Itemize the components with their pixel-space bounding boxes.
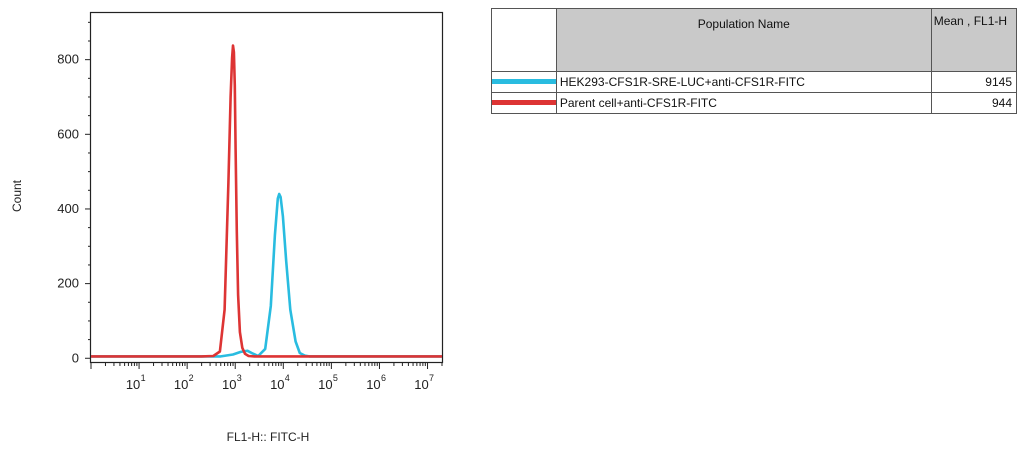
legend-swatch-cell [492,72,557,93]
x-tick-label: 10 [318,377,332,392]
x-tick-label: 10 [414,377,428,392]
x-tick-label: 10 [270,377,284,392]
legend-population-name: HEK293-CFS1R-SRE-LUC+anti-CFS1R-FITC [556,72,931,93]
x-tick-label: 10 [222,377,236,392]
plot-frame [91,13,443,363]
legend-row: HEK293-CFS1R-SRE-LUC+anti-CFS1R-FITC 914… [492,72,1017,93]
y-axis-title: Count [10,179,24,212]
x-axis-ticks: 10 1 10 2 10 3 10 4 10 5 10 6 10 7 [91,362,442,392]
y-tick-label: 800 [57,52,79,67]
legend-swatch-cell [492,93,557,114]
legend-header-blank [492,9,557,72]
x-tick-exponent: 4 [285,373,290,383]
population-legend-table: Population Name Mean , FL1-H HEK293-CFS1… [491,8,1017,114]
legend-population-name: Parent cell+anti-CFS1R-FITC [556,93,931,114]
x-tick-exponent: 1 [141,373,146,383]
legend-mean-value: 944 [931,93,1016,114]
x-tick-label: 10 [126,377,140,392]
x-tick-label: 10 [174,377,188,392]
x-tick-exponent: 2 [189,373,194,383]
legend-swatch [492,100,556,105]
x-tick-exponent: 5 [333,373,338,383]
legend-mean-value: 9145 [931,72,1016,93]
y-tick-label: 200 [57,276,79,291]
x-tick-exponent: 6 [381,373,386,383]
x-tick-label: 10 [366,377,380,392]
legend-row: Parent cell+anti-CFS1R-FITC 944 [492,93,1017,114]
y-tick-label: 0 [72,350,79,365]
x-tick-exponent: 7 [429,373,434,383]
x-tick-exponent: 3 [237,373,242,383]
y-axis-ticks: 0 200 400 600 800 [57,22,91,365]
legend-header-row: Population Name Mean , FL1-H [492,9,1017,72]
y-tick-label: 400 [57,201,79,216]
legend-header-population-name: Population Name [556,9,931,72]
y-tick-label: 600 [57,126,79,141]
legend-swatch [492,79,556,84]
x-axis-title: FL1-H:: FITC-H [227,430,310,444]
legend-header-mean: Mean , FL1-H [931,9,1016,72]
